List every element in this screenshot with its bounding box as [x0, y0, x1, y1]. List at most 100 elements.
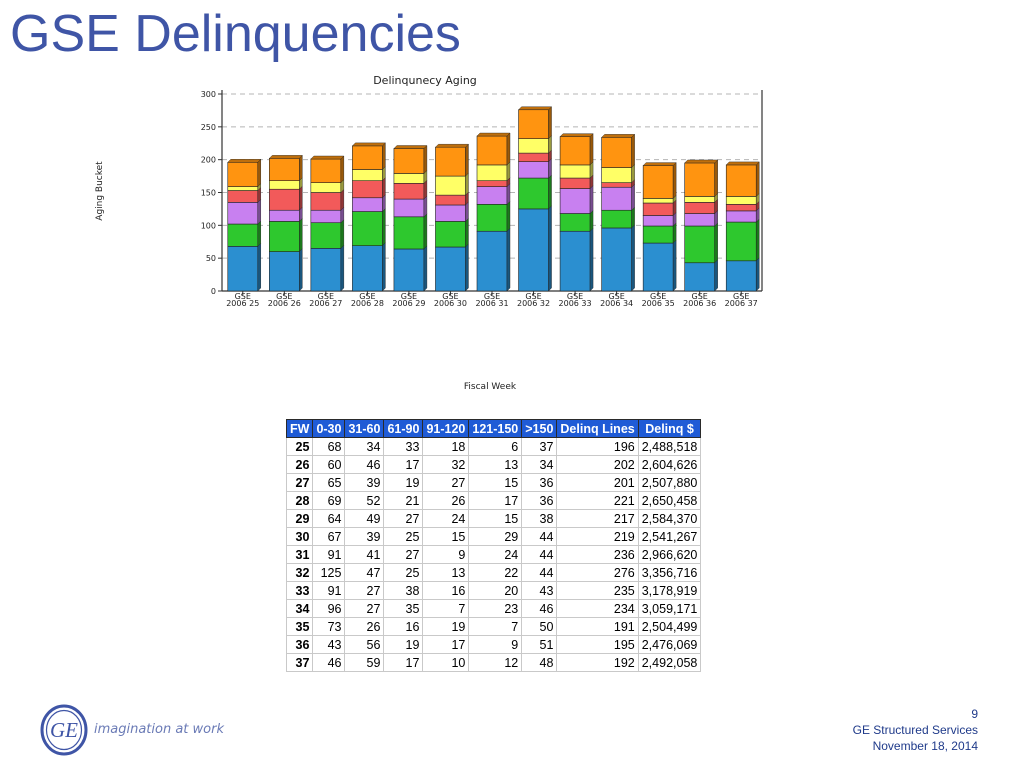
- table-cell: 34: [344, 437, 385, 456]
- x-axis-label: Fiscal Week: [463, 382, 517, 392]
- bar-segment-side: [714, 222, 718, 264]
- table-cell: 44: [521, 563, 558, 582]
- bar-segment: [476, 204, 508, 232]
- table-row: 25 68 34 33 18 6 37 196 2,488,518: [285, 437, 702, 456]
- x-tick-label: 2006 35: [642, 299, 675, 308]
- bar-segment-side: [465, 143, 469, 177]
- table-row: 37 46 59 17 10 12 48 192 2,492,058: [285, 653, 702, 672]
- table-cell: 201: [556, 473, 639, 492]
- table-cell: 48: [521, 653, 558, 672]
- table-cell: 49: [344, 509, 385, 528]
- table-cell: 17: [383, 455, 424, 474]
- x-tick-label: GSE: [276, 292, 292, 301]
- table-cell: 17: [383, 653, 424, 672]
- bar-segment-side: [299, 217, 303, 253]
- x-tick-label: 2006 31: [475, 299, 508, 308]
- x-tick-label: 2006 28: [351, 299, 384, 308]
- table-cell: 25: [383, 527, 424, 546]
- table-cell: 17: [468, 491, 523, 510]
- table-cell: 44: [521, 545, 558, 564]
- table-cell: 19: [422, 617, 470, 636]
- table-cell: 64: [312, 509, 346, 528]
- table-header-cell: 91-120: [422, 419, 470, 438]
- bar-segment: [476, 186, 508, 205]
- bar-top: [310, 155, 345, 160]
- table-cell: 19: [383, 473, 424, 492]
- table-cell: 96: [312, 599, 346, 618]
- bar-segment: [725, 260, 757, 292]
- table-cell: 39: [344, 527, 385, 546]
- bar-segment: [352, 180, 383, 199]
- table-header-cell: Delinq Lines: [556, 419, 639, 438]
- table-cell: 36: [521, 473, 558, 492]
- bar-segment: [684, 213, 715, 227]
- table-cell: 56: [344, 635, 385, 654]
- table-cell: 27: [344, 599, 385, 618]
- bar-top: [725, 161, 760, 166]
- table-row: 26 60 46 17 32 13 34 202 2,604,626: [285, 455, 702, 474]
- table-fw-cell: 28: [285, 491, 314, 510]
- bar-segment: [642, 242, 674, 292]
- bar-segment-side: [714, 259, 718, 292]
- tagline: imagination at work: [94, 722, 224, 737]
- x-tick-label: 2006 30: [434, 299, 467, 308]
- bar-segment: [725, 221, 757, 262]
- table-cell: 15: [422, 527, 470, 546]
- bar-segment: [642, 198, 674, 204]
- table-cell: 29: [468, 527, 523, 546]
- table-row: 30 67 39 25 15 29 44 219 2,541,267: [285, 527, 702, 546]
- bar-segment: [642, 165, 674, 199]
- table-cell: 20: [468, 581, 523, 600]
- table-cell: 34: [521, 455, 558, 474]
- table-cell: 15: [468, 473, 523, 492]
- bar-segment-side: [257, 220, 261, 247]
- table-row: 28 69 52 21 26 17 36 221 2,650,458: [285, 491, 702, 510]
- bar-segment: [352, 197, 383, 212]
- table-cell: 236: [556, 545, 639, 564]
- bar-segment: [393, 148, 425, 174]
- table-cell: 39: [344, 473, 385, 492]
- table-fw-cell: 27: [285, 473, 314, 492]
- bar-top: [601, 134, 636, 138]
- bar-segment: [435, 146, 466, 177]
- x-tick-label: GSE: [692, 292, 708, 301]
- table-row: 29 64 49 27 24 15 38 217 2,584,370: [285, 509, 702, 528]
- page-number: 9: [971, 707, 978, 721]
- x-tick-label: GSE: [484, 292, 500, 301]
- bar-segment: [393, 173, 425, 184]
- bar-segment-side: [589, 227, 594, 292]
- table-fw-cell: 32: [285, 563, 314, 582]
- table-cell: 32: [422, 455, 470, 474]
- table-cell: 221: [556, 491, 639, 510]
- bar-segment: [269, 180, 300, 190]
- table-header-cell: 121-150: [468, 419, 523, 438]
- table-cell: 13: [468, 455, 523, 474]
- bar-segment-side: [714, 159, 718, 197]
- table-cell: 16: [422, 581, 470, 600]
- bar-segment: [601, 186, 632, 211]
- table-cell: 234: [556, 599, 639, 618]
- bar-segment-side: [340, 189, 345, 211]
- table-cell: 125: [312, 563, 346, 582]
- bar-segment-side: [299, 154, 303, 182]
- table-cell: 196: [556, 437, 639, 456]
- table-header-row: FW 0-30 31-60 61-90 91-120 121-150 >150 Delinq …: [285, 419, 702, 438]
- table-fw-cell: 25: [285, 437, 314, 456]
- bar-top: [642, 162, 677, 166]
- table-fw-cell: 31: [285, 545, 314, 564]
- bar-segment-side: [548, 174, 552, 210]
- table-cell: 68: [312, 437, 346, 456]
- footer: 9 GE Structured Services November 18, 20…: [853, 706, 978, 754]
- table-cell: 27: [383, 545, 424, 564]
- table-row: 32 125 47 25 13 22 44 276 3,356,716: [285, 563, 702, 582]
- bar-segment-side: [382, 177, 386, 199]
- table-header-cell: >150: [521, 419, 558, 438]
- bar-segment: [725, 196, 757, 205]
- table-cell: 91: [312, 545, 346, 564]
- bar-segment-side: [257, 198, 261, 225]
- table-cell: 23: [468, 599, 523, 618]
- table-row: 33 91 27 38 16 20 43 235 3,178,919: [285, 581, 702, 600]
- bar-segment-side: [257, 242, 261, 292]
- bar-segment-side: [299, 185, 303, 211]
- bar-segment-side: [423, 195, 428, 218]
